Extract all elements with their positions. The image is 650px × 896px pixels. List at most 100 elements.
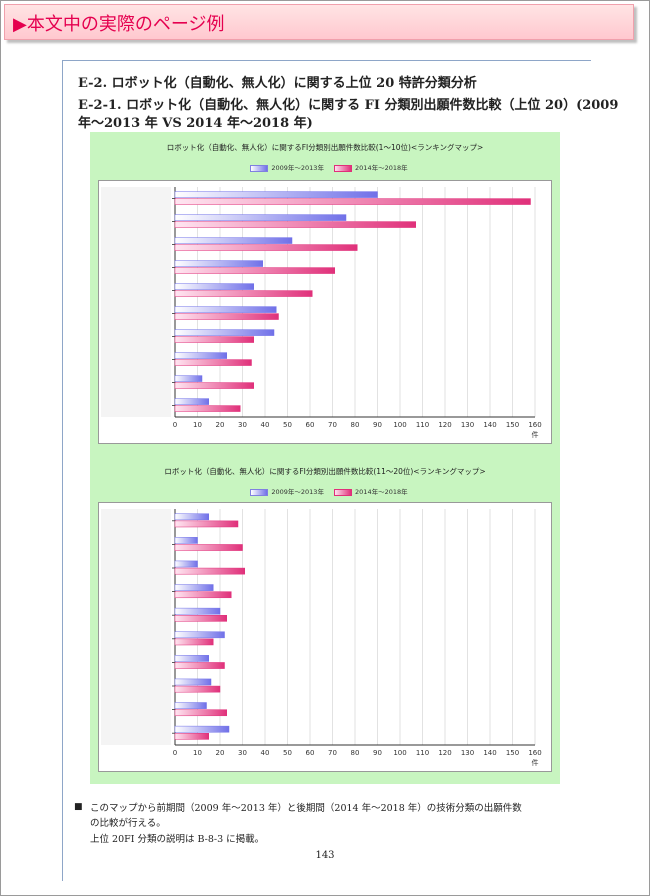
x-tick-label: 50 xyxy=(283,421,292,429)
legend-swatch-a xyxy=(250,488,269,496)
category-label-area xyxy=(101,187,171,417)
legend-label-a: 2009年～2013年 xyxy=(271,164,324,172)
bar-2009-2013 xyxy=(174,237,293,244)
x-tick-label: 130 xyxy=(461,421,474,429)
bar-2009-2013 xyxy=(174,306,277,313)
bar-2009-2013 xyxy=(174,725,230,733)
chart2-plot-area: 0 10 20 30 40 50 60 70 80 90 100 110 120 130 140 150 160… xyxy=(98,502,552,772)
x-tick-label: 150 xyxy=(506,749,519,757)
category-label-area xyxy=(101,509,171,745)
x-tick-label: 90 xyxy=(373,749,382,757)
document-page xyxy=(62,60,591,881)
x-tick-label: 10 xyxy=(193,421,202,429)
x-tick-label: 130 xyxy=(461,749,474,757)
bar-2009-2013 xyxy=(174,678,212,686)
x-tick-label: 120 xyxy=(438,421,451,429)
bar-2014-2018 xyxy=(174,733,209,740)
x-tick-label: 0 xyxy=(173,421,177,429)
x-tick-label: 160 xyxy=(528,421,541,429)
bar-2014-2018 xyxy=(174,313,279,320)
x-tick-label: 50 xyxy=(283,749,292,757)
subsection-heading-cont: 年～2013 年 VS 2014 年～2018 年) xyxy=(78,116,313,131)
legend-label-b: 2014年～2018年 xyxy=(355,164,408,172)
bar-2014-2018 xyxy=(174,709,227,717)
bar-2014-2018 xyxy=(174,615,227,622)
bar-2009-2013 xyxy=(174,352,227,359)
footer-line2: の比較が行える。 xyxy=(90,818,166,829)
bar-2014-2018 xyxy=(174,662,225,669)
bar-2009-2013 xyxy=(174,607,221,615)
bar-2009-2013 xyxy=(174,584,214,591)
legend-label-b: 2014年～2018年 xyxy=(355,488,408,496)
bar-2014-2018 xyxy=(174,591,232,599)
x-tick-label: 30 xyxy=(238,421,247,429)
section-heading: E-2. ロボット化（自動化、無人化）に関する上位 20 特許分類分析 xyxy=(78,76,477,91)
bar-2014-2018 xyxy=(174,520,239,528)
x-tick-label: 20 xyxy=(216,421,225,429)
chart1-plot-area: 0 10 20 30 40 50 60 70 80 90 100 110 120 130 140 150 160… xyxy=(98,180,552,444)
bar-2009-2013 xyxy=(174,214,347,221)
x-tick-label: 60 xyxy=(306,749,315,757)
bar-2009-2013 xyxy=(174,398,209,405)
footer-line3: 上位 20FI 分類の説明は B-8-3 に掲載。 xyxy=(90,834,265,845)
banner: ▶本文中の実際のページ例 xyxy=(4,4,634,40)
x-tick-label: 110 xyxy=(416,421,429,429)
legend-swatch-b xyxy=(334,488,353,496)
bar-2014-2018 xyxy=(174,221,416,228)
bar-2014-2018 xyxy=(174,567,245,575)
bar-2009-2013 xyxy=(174,655,209,662)
x-tick-label: 150 xyxy=(506,421,519,429)
bar-2009-2013 xyxy=(174,513,209,521)
x-tick-label: 0 xyxy=(173,749,177,757)
legend-label-a: 2009年～2013年 xyxy=(271,488,324,496)
x-tick-label: 100 xyxy=(393,749,406,757)
bar-2014-2018 xyxy=(174,382,254,389)
bar-2009-2013 xyxy=(174,702,207,709)
chart1-title: ロボット化（自動化、無人化）に関するFI分類別出願件数比較(1～10位)<ランキ… xyxy=(166,143,484,152)
x-unit-label: 件 xyxy=(532,758,539,767)
x-unit-label: 件 xyxy=(532,430,539,439)
bar-2014-2018 xyxy=(174,244,358,251)
x-tick-label: 40 xyxy=(261,421,270,429)
x-tick-label: 80 xyxy=(351,749,360,757)
bar-2014-2018 xyxy=(174,638,214,646)
bar-2014-2018 xyxy=(174,198,531,205)
x-tick-label: 110 xyxy=(416,749,429,757)
x-tick-label: 160 xyxy=(528,749,541,757)
bar-2009-2013 xyxy=(174,537,198,544)
chart2-legend: 2009年～2013年 2014年～2018年 xyxy=(90,486,560,496)
bar-2009-2013 xyxy=(174,283,254,290)
bar-2014-2018 xyxy=(174,405,241,412)
footer-bullet: ■ xyxy=(74,802,83,812)
bar-2009-2013 xyxy=(174,260,263,267)
bar-2009-2013 xyxy=(174,191,378,198)
bar-2009-2013 xyxy=(174,329,275,336)
bar-2014-2018 xyxy=(174,544,243,551)
bar-2009-2013 xyxy=(174,560,198,568)
bar-2014-2018 xyxy=(174,267,335,274)
x-tick-label: 70 xyxy=(328,749,337,757)
legend-swatch-a xyxy=(250,164,269,172)
chart1-svg: 0 10 20 30 40 50 60 70 80 90 100 110 120 130 140 150 160… xyxy=(101,187,542,439)
x-tick-label: 20 xyxy=(216,749,225,757)
banner-title: ▶本文中の実際のページ例 xyxy=(13,14,225,35)
chart2-title: ロボット化（自動化、無人化）に関するFI分類別出願件数比較(11～20位)<ラン… xyxy=(164,467,486,476)
bar-2014-2018 xyxy=(174,359,252,366)
x-tick-label: 90 xyxy=(373,421,382,429)
chart2-svg: 0 10 20 30 40 50 60 70 80 90 100 110 120 130 140 150 160… xyxy=(101,509,542,767)
bar-2014-2018 xyxy=(174,336,254,343)
x-tick-label: 10 xyxy=(193,749,202,757)
x-tick-label: 120 xyxy=(438,749,451,757)
page-number: 143 xyxy=(315,850,335,861)
x-tick-label: 60 xyxy=(306,421,315,429)
x-tick-label: 100 xyxy=(393,421,406,429)
bar-2009-2013 xyxy=(174,631,225,639)
chart-panel: ロボット化（自動化、無人化）に関するFI分類別出願件数比較(1～10位)<ランキ… xyxy=(90,132,560,784)
bar-2014-2018 xyxy=(174,685,221,693)
legend-swatch-b xyxy=(334,164,353,172)
bar-2014-2018 xyxy=(174,290,313,297)
chart1-legend: 2009年～2013年 2014年～2018年 xyxy=(90,162,560,172)
x-tick-label: 30 xyxy=(238,749,247,757)
footer-line1: このマップから前期間（2009 年～2013 年）と後期間（2014 年～201… xyxy=(90,803,522,814)
subsection-heading: E-2-1. ロボット化（自動化、無人化）に関する FI 分類別出願件数比較（上… xyxy=(78,98,619,113)
